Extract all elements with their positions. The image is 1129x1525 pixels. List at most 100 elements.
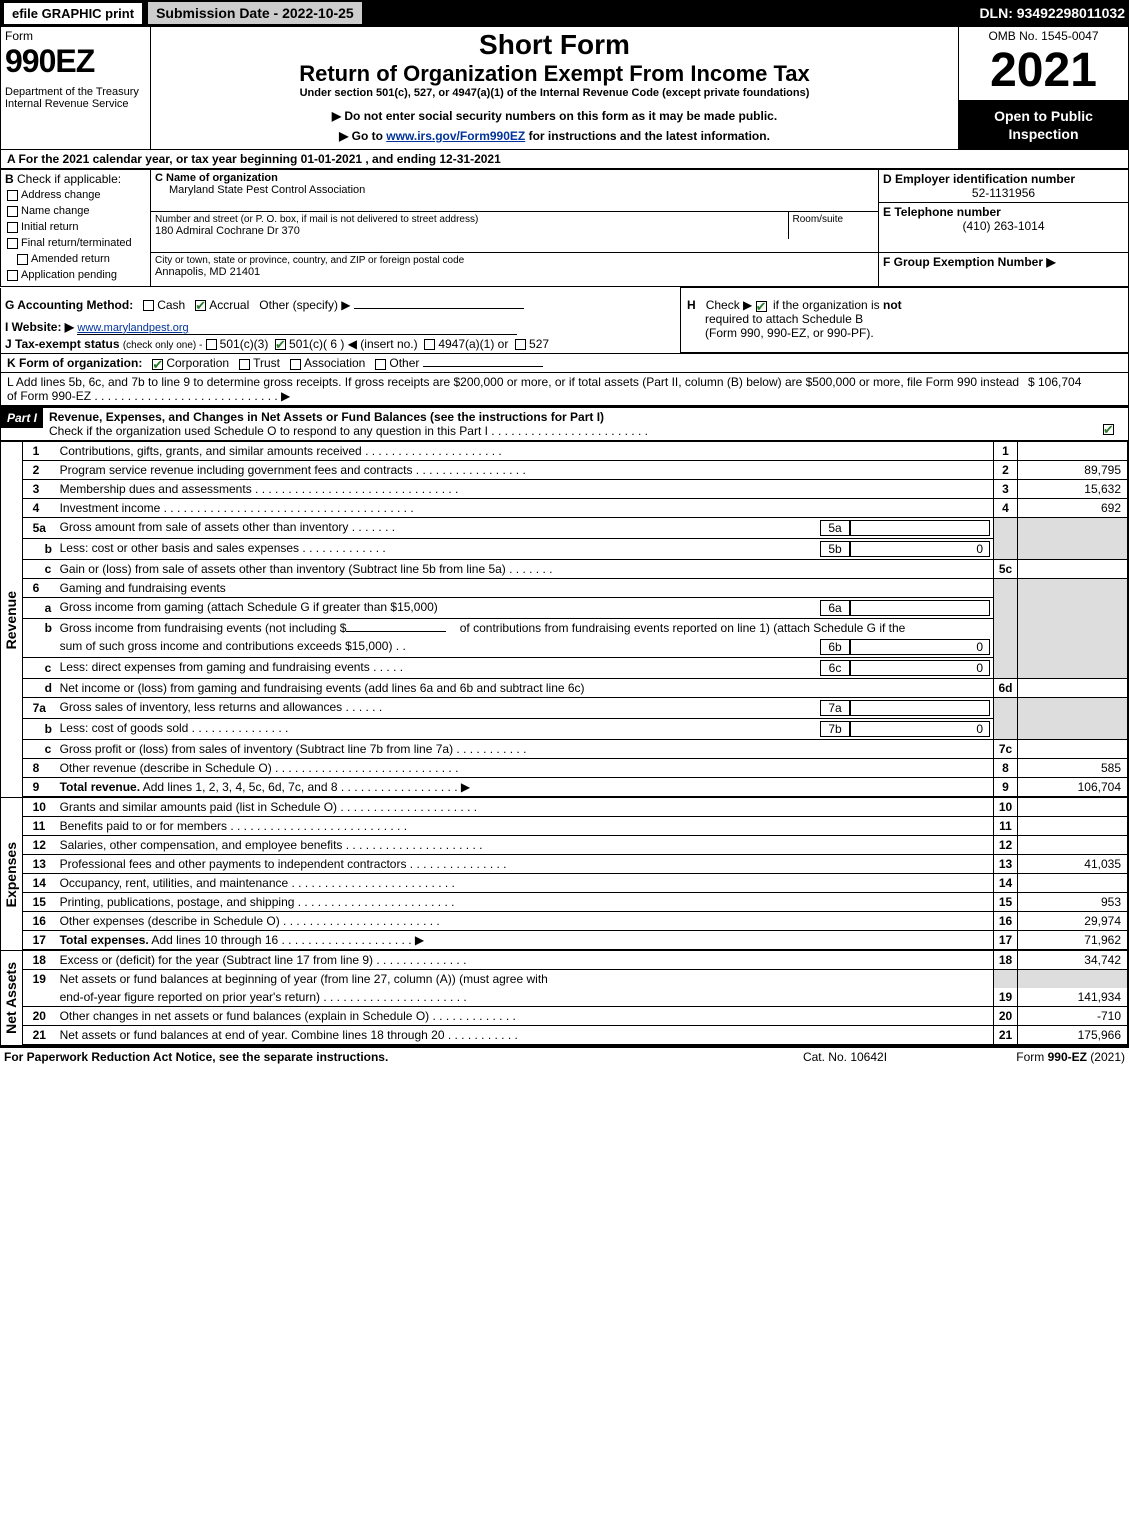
section-g-label: G Accounting Method: (5, 298, 133, 312)
initial-return-checkbox[interactable] (7, 222, 18, 233)
line-6b-2: of contributions from fundraising events… (460, 621, 906, 635)
val-18: 34,742 (1018, 951, 1128, 970)
h-txt4: (Form 990, 990-EZ, or 990-PF). (687, 326, 1122, 340)
telephone-value: (410) 263-1014 (883, 219, 1124, 233)
val-4: 692 (1018, 499, 1128, 518)
top-bar: efile GRAPHIC print Submission Date - 20… (0, 0, 1129, 26)
return-title: Return of Organization Exempt From Incom… (155, 61, 954, 87)
net-assets-label: Net Assets (3, 962, 19, 1034)
trust-label: Trust (253, 356, 280, 370)
corp-checkbox[interactable] (152, 359, 163, 370)
line-7a: Gross sales of inventory, less returns a… (60, 700, 820, 716)
section-i-label: I Website: ▶ (5, 320, 74, 334)
tax-year: 2021 (963, 43, 1124, 98)
org-name: Maryland State Pest Control Association (155, 184, 874, 196)
addr-label: Number and street (or P. O. box, if mail… (155, 214, 784, 225)
section-a: A For the 2021 calendar year, or tax yea… (0, 150, 1129, 169)
section-e-label: E Telephone number (879, 202, 1128, 219)
name-change-checkbox[interactable] (7, 206, 18, 217)
val-13: 41,035 (1018, 855, 1128, 874)
section-b-label: B (5, 172, 14, 186)
527-label: 527 (529, 337, 549, 351)
ein-value: 52-1131956 (883, 186, 1124, 200)
irs-link[interactable]: www.irs.gov/Form990EZ (386, 129, 525, 143)
section-l-value: $ 106,704 (1022, 375, 1122, 403)
4947-checkbox[interactable] (424, 339, 435, 350)
line-8: Other revenue (describe in Schedule O) .… (57, 759, 994, 778)
goto-instructions: ▶ Go to www.irs.gov/Form990EZ for instru… (155, 129, 954, 143)
pra-notice: For Paperwork Reduction Act Notice, see … (4, 1050, 745, 1064)
org-info-table: B Check if applicable: Address change Na… (0, 169, 1129, 287)
h-not: not (883, 298, 902, 312)
cash-label: Cash (157, 298, 185, 312)
city-label: City or town, state or province, country… (155, 255, 874, 266)
initial-return-label: Initial return (21, 221, 78, 233)
line-9-bold: Total revenue. (60, 780, 140, 794)
h-checkbox[interactable] (756, 301, 767, 312)
line-16: Other expenses (describe in Schedule O) … (57, 912, 994, 931)
address-change-checkbox[interactable] (7, 190, 18, 201)
h-txt3: required to attach Schedule B (687, 312, 1122, 326)
line-17: Add lines 10 through 16 . . . . . . . . … (149, 933, 424, 947)
other-org-checkbox[interactable] (375, 359, 386, 370)
val-21: 175,966 (1018, 1026, 1128, 1045)
assoc-checkbox[interactable] (290, 359, 301, 370)
val-6b: 0 (850, 639, 990, 655)
open-to-public: Open to Public Inspection (959, 101, 1128, 149)
line-4: Investment income . . . . . . . . . . . … (57, 499, 994, 518)
val-6c: 0 (850, 660, 990, 676)
other-org-blank[interactable] (423, 366, 543, 367)
section-d-label: D Employer identification number (883, 172, 1124, 186)
expenses-table: 10Grants and similar amounts paid (list … (23, 798, 1128, 950)
name-change-label: Name change (21, 205, 90, 217)
form-foot-post: (2021) (1087, 1050, 1125, 1064)
street-address: 180 Admiral Cochrane Dr 370 (155, 225, 784, 237)
527-checkbox[interactable] (515, 339, 526, 350)
j-sub: (check only one) - (123, 340, 202, 351)
section-j-label: J Tax-exempt status (5, 337, 120, 351)
amended-checkbox[interactable] (17, 254, 28, 265)
501c-checkbox[interactable] (275, 339, 286, 350)
part-i-title: Revenue, Expenses, and Changes in Net As… (49, 410, 1122, 424)
app-pending-checkbox[interactable] (7, 270, 18, 281)
line-15: Printing, publications, postage, and shi… (57, 893, 994, 912)
line-11: Benefits paid to or for members . . . . … (57, 817, 994, 836)
line-17-bold: Total expenses. (60, 933, 149, 947)
part-i-header: Part I (1, 408, 43, 428)
line-7c: Gross profit or (loss) from sales of inv… (57, 740, 994, 759)
val-9: 106,704 (1018, 778, 1128, 797)
accrual-checkbox[interactable] (195, 300, 206, 311)
line-6d: Net income or (loss) from gaming and fun… (57, 679, 994, 698)
form-number: 990EZ (5, 43, 146, 80)
website-link[interactable]: www.marylandpest.org (77, 322, 517, 335)
501c3-label: 501(c)(3) (220, 337, 269, 351)
501c3-checkbox[interactable] (206, 339, 217, 350)
final-return-checkbox[interactable] (7, 238, 18, 249)
line-6b-3: sum of such gross income and contributio… (60, 639, 820, 655)
val-8: 585 (1018, 759, 1128, 778)
line-6: Gaming and fundraising events (57, 579, 994, 598)
net-assets-table: 18Excess or (deficit) for the year (Subt… (23, 951, 1128, 1045)
short-form-title: Short Form (155, 29, 954, 61)
schedule-o-checkbox[interactable] (1103, 424, 1114, 435)
line-9: Add lines 1, 2, 3, 4, 5c, 6d, 7c, and 8 … (140, 780, 470, 794)
other-specify-blank[interactable] (354, 308, 524, 309)
dept-treasury: Department of the Treasury (5, 86, 146, 98)
corp-label: Corporation (166, 356, 229, 370)
line-21: Net assets or fund balances at end of ye… (57, 1026, 994, 1045)
submission-date: Submission Date - 2022-10-25 (148, 2, 362, 24)
line-12: Salaries, other compensation, and employ… (57, 836, 994, 855)
efile-print-button[interactable]: efile GRAPHIC print (4, 3, 142, 24)
assoc-label: Association (304, 356, 365, 370)
val-7b: 0 (850, 721, 990, 737)
4947-label: 4947(a)(1) or (438, 337, 508, 351)
line-5b: Less: cost or other basis and sales expe… (60, 541, 820, 557)
final-return-label: Final return/terminated (21, 237, 132, 249)
app-pending-label: Application pending (21, 269, 117, 281)
trust-checkbox[interactable] (239, 359, 250, 370)
line-6b-1: Gross income from fundraising events (no… (60, 621, 347, 635)
expenses-label: Expenses (3, 842, 19, 907)
section-f-label: F Group Exemption Number (883, 255, 1043, 269)
cash-checkbox[interactable] (143, 300, 154, 311)
form-label: Form (5, 29, 146, 43)
